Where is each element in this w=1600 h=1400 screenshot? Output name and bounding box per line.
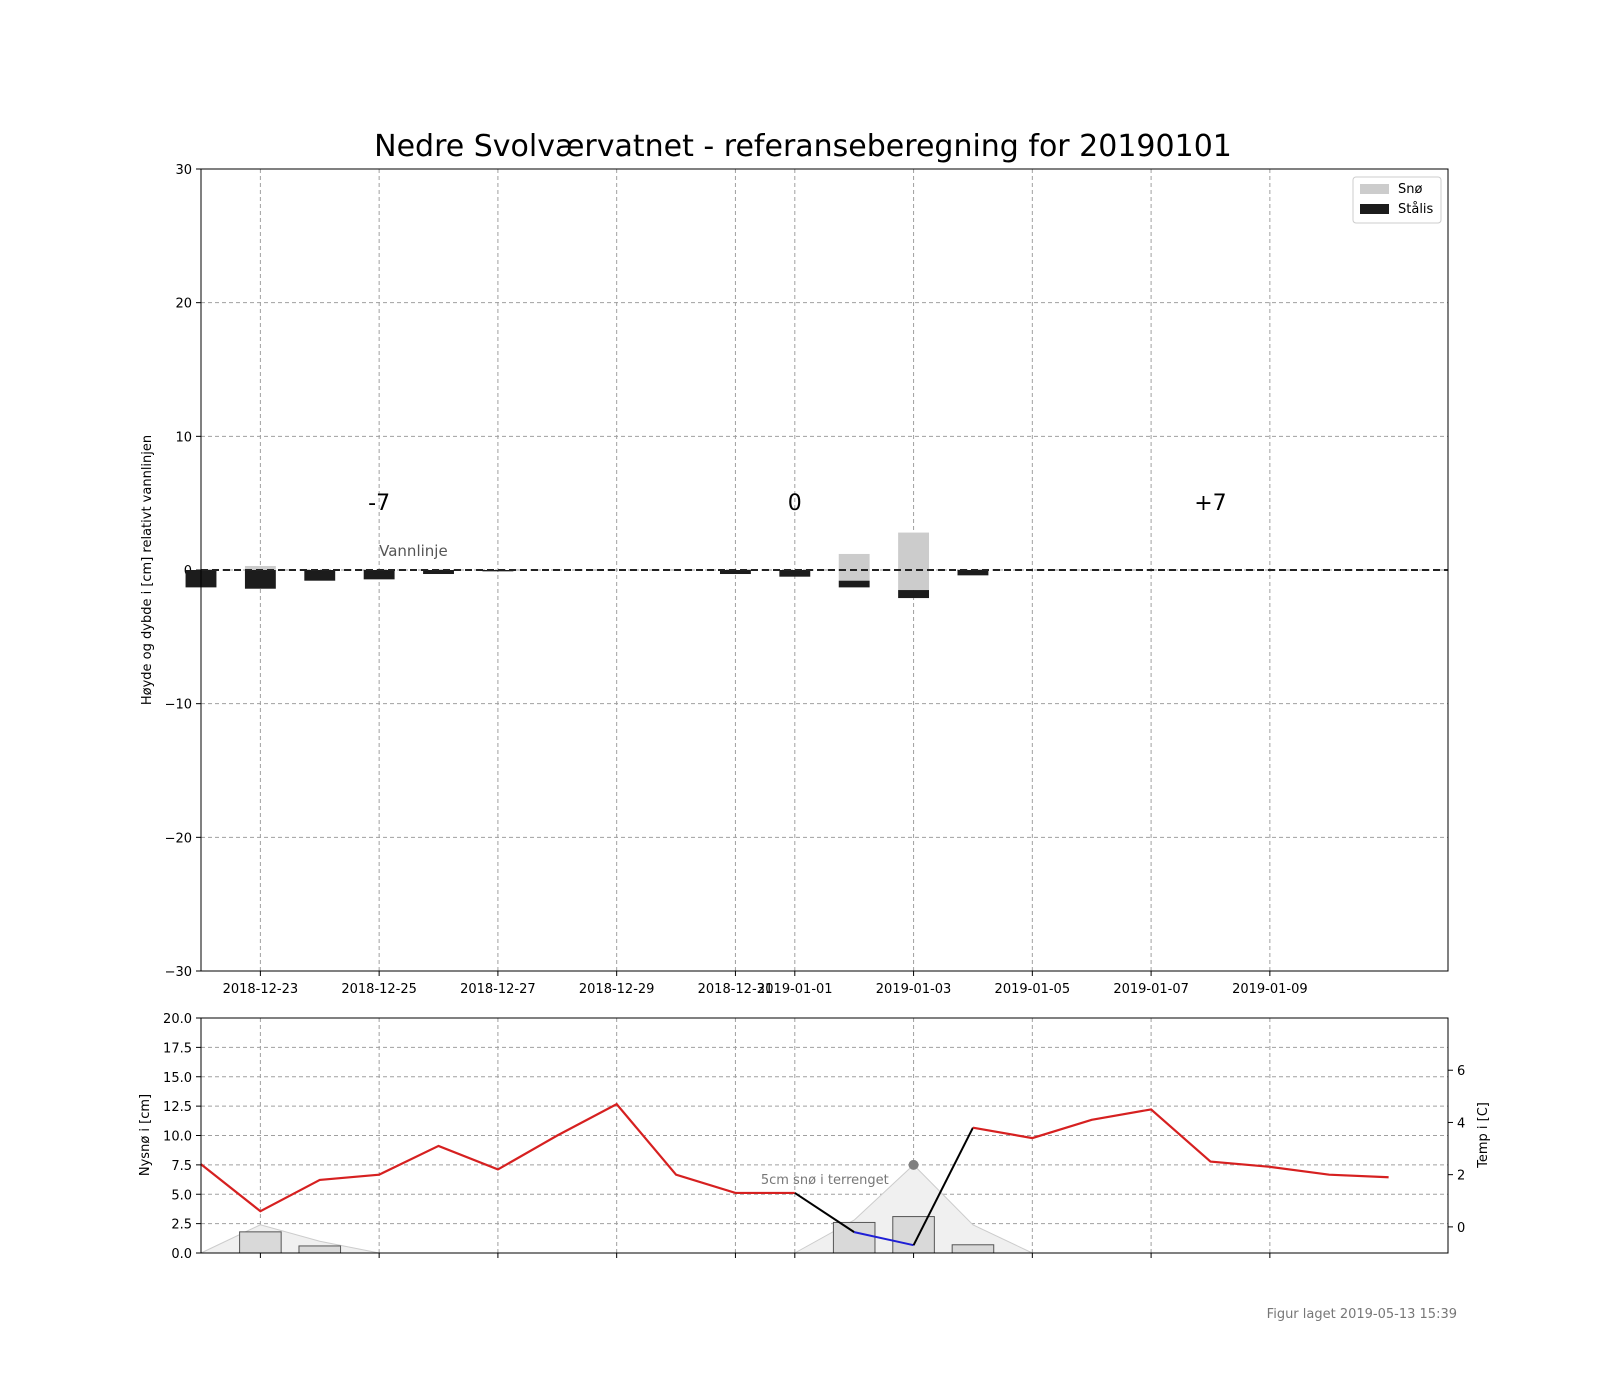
new-snow-bar	[298, 1245, 342, 1254]
ice-bar	[363, 570, 395, 580]
new-snow-bar	[239, 1231, 282, 1254]
legend-swatch	[1360, 184, 1389, 194]
y-tick-label: −10	[165, 698, 192, 713]
ice-bar	[304, 570, 336, 581]
x-tick-label: 2019-01-07	[1113, 982, 1189, 997]
day-marker-label: 0	[788, 491, 802, 516]
temp-line-segment	[794, 1192, 855, 1233]
y-tick-label: 10	[175, 430, 192, 445]
y-tick-label: 7.5	[171, 1159, 192, 1174]
x-tick-label: 2019-01-09	[1232, 982, 1308, 997]
bottom-ylabel-right: Temp i [C]	[1476, 1102, 1491, 1169]
legend-entry-label: Snø	[1398, 182, 1422, 197]
ice-bar	[838, 580, 870, 588]
top-ylabel: Høyde og dybde i [cm] relativt vannlinje…	[140, 435, 155, 705]
y-tick-label-right: 6	[1457, 1064, 1465, 1079]
legend-entry-label: Stålis	[1398, 202, 1434, 217]
top-plot-frame	[200, 168, 1449, 972]
x-tick-label: 2018-12-23	[223, 982, 299, 997]
footer-timestamp: Figur laget 2019-05-13 15:39	[1267, 1307, 1457, 1322]
y-tick-label: 30	[175, 163, 192, 178]
ice-bar	[719, 570, 751, 575]
snow-bar	[898, 532, 930, 591]
annotation-label: 5cm snø i terrenget	[761, 1173, 889, 1188]
y-tick-label: 2.5	[171, 1218, 192, 1233]
snow-bar	[838, 553, 870, 581]
legend: Snø Stålis	[1352, 176, 1442, 224]
ice-bar	[898, 590, 930, 599]
new-snow-bar	[832, 1221, 876, 1254]
x-tick-label: 2019-01-03	[876, 982, 952, 997]
ice-bar	[423, 570, 454, 575]
legend-swatch	[1360, 204, 1389, 214]
x-tick-label: 2018-12-27	[460, 982, 536, 997]
day-marker-label: -7	[368, 491, 390, 516]
bottom-ylabel: Nysnø i [cm]	[138, 1094, 153, 1176]
new-snow-temp-chart: 20.0 17.5 15.0 12.5 10.0 7.5 5.0 2.5 0.0 6 4 2 0 5cm …	[163, 1012, 1465, 1262]
snow-bar	[244, 565, 276, 570]
x-tick-label: 2018-12-31	[698, 982, 774, 997]
day-marker-label: +7	[1194, 491, 1226, 516]
temp-line-segment	[853, 1231, 914, 1247]
bottom-plot-frame	[200, 1017, 1449, 1254]
ice-bar	[957, 570, 989, 576]
x-tick-label: 2018-12-25	[341, 982, 417, 997]
ice-bar	[482, 570, 514, 572]
y-tick-label: 15.0	[163, 1071, 192, 1086]
temp-line	[972, 1108, 1389, 1179]
y-tick-label: −20	[165, 831, 192, 846]
ice-bar	[779, 570, 811, 577]
new-snow-bar	[951, 1244, 995, 1254]
ice-bar	[244, 570, 276, 589]
y-tick-label-right: 0	[1457, 1221, 1465, 1236]
temp-line	[200, 1102, 795, 1213]
y-tick-label-right: 4	[1457, 1116, 1465, 1131]
y-tick-label: 0.0	[171, 1247, 192, 1262]
temp-line-segment	[912, 1127, 974, 1246]
annotation-point	[908, 1159, 919, 1170]
water-line-label: Vannlinje	[379, 542, 448, 560]
snow-depth-area	[200, 1224, 380, 1254]
ice-snow-chart: 30 20 10 0 −10 −20 −30 2018-12-23 2018-12-25 2018…	[165, 163, 1449, 997]
x-tick-label: 2019-01-05	[995, 982, 1071, 997]
y-tick-label: −30	[165, 965, 192, 980]
x-tick-label: 2018-12-29	[579, 982, 655, 997]
y-tick-label: 17.5	[163, 1041, 192, 1056]
y-tick-label: 5.0	[171, 1188, 192, 1203]
chart-title: Nedre Svolværvatnet - referanseberegning…	[374, 129, 1232, 164]
y-tick-label: 20	[175, 297, 192, 312]
y-tick-label: 20.0	[163, 1012, 192, 1027]
y-tick-label-right: 2	[1457, 1169, 1465, 1184]
x-tick-label: 2019-01-01	[757, 982, 833, 997]
new-snow-bar	[892, 1216, 935, 1254]
y-tick-label: 10.0	[163, 1130, 192, 1145]
y-tick-label: 12.5	[163, 1100, 192, 1115]
